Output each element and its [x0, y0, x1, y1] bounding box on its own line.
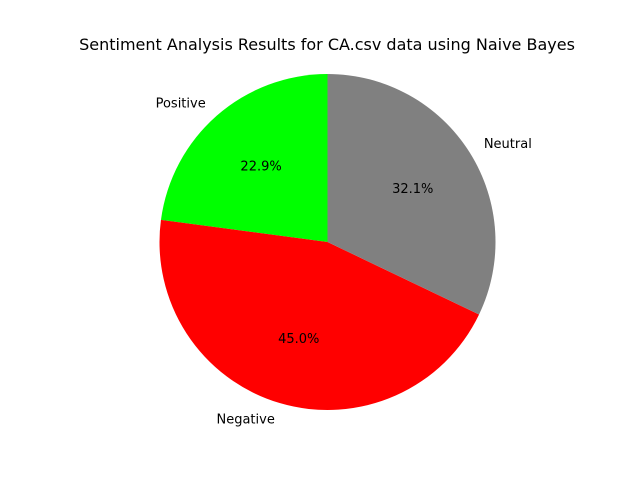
pie-slice-positive	[160, 74, 328, 242]
slice-percent-negative: 45.0%	[278, 332, 319, 347]
pie-slice-negative	[159, 219, 480, 410]
pie-slices	[159, 74, 496, 410]
slice-label-positive: Positive	[156, 97, 206, 112]
pie-slice-neutral	[327, 74, 496, 315]
pie-labels: Positive 22.9% Negative 45.0% Neutral 32.1%	[156, 97, 532, 428]
slice-percent-neutral: 32.1%	[392, 182, 433, 197]
slice-label-neutral: Neutral	[484, 137, 532, 152]
slice-percent-positive: 22.9%	[240, 160, 281, 175]
slice-label-negative: Negative	[216, 413, 274, 428]
chart-title: Sentiment Analysis Results for CA.csv da…	[79, 35, 575, 54]
